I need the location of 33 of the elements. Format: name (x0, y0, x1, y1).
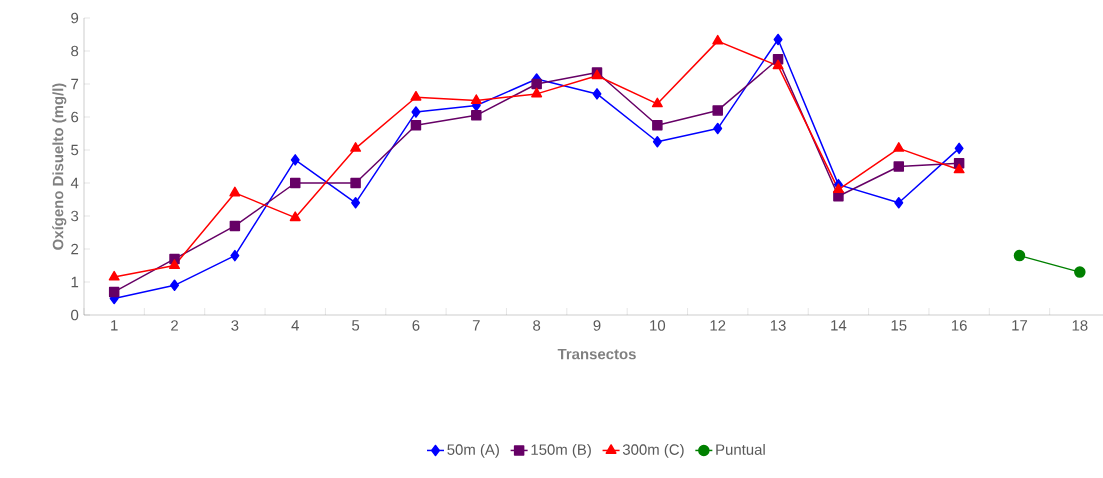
x-tick-label: 8 (533, 320, 541, 331)
x-tick-label: 17 (1012, 320, 1028, 331)
x-tick-label: 10 (650, 320, 666, 331)
x-tick-label: 16 (951, 320, 967, 331)
y-tick-label: 4 (70, 177, 79, 189)
x-tick-label: 12 (710, 320, 726, 331)
legend-label: 150m (B) (531, 443, 591, 458)
y-tick-label: 8 (71, 45, 79, 57)
x-tick-label: 2 (171, 320, 178, 331)
y-tick-label: 2 (71, 243, 79, 255)
x-tick-label: 6 (412, 320, 420, 331)
x-axis-title: Transectos (557, 348, 636, 360)
y-tick-label: 7 (71, 78, 79, 90)
legend-label: 300m (C) (622, 443, 684, 458)
x-tick-label: 5 (352, 320, 360, 331)
y-tick-label: 5 (71, 144, 79, 156)
y-tick-label: 3 (71, 210, 79, 222)
x-tick-label: 4 (291, 320, 299, 331)
x-tick-label: 13 (770, 320, 786, 331)
x-tick-label: 18 (1072, 320, 1088, 331)
x-tick-label: 7 (472, 320, 480, 331)
y-axis-title: Oxígeno Disuelto (mg/l) (52, 83, 67, 250)
y-tick-label: 0 (71, 309, 79, 321)
y-tick-label: 9 (71, 12, 79, 24)
y-tick-label: 6 (71, 111, 79, 123)
x-tick-label: 15 (891, 320, 907, 331)
x-tick-label: 14 (831, 320, 847, 331)
x-tick-label: 3 (231, 320, 239, 331)
legend-label: Puntual (716, 443, 765, 455)
legend-label: 50m (A) (447, 443, 499, 458)
y-tick-label: 1 (71, 276, 79, 288)
x-tick-label: 1 (111, 320, 118, 331)
x-tick-label: 9 (593, 320, 601, 331)
